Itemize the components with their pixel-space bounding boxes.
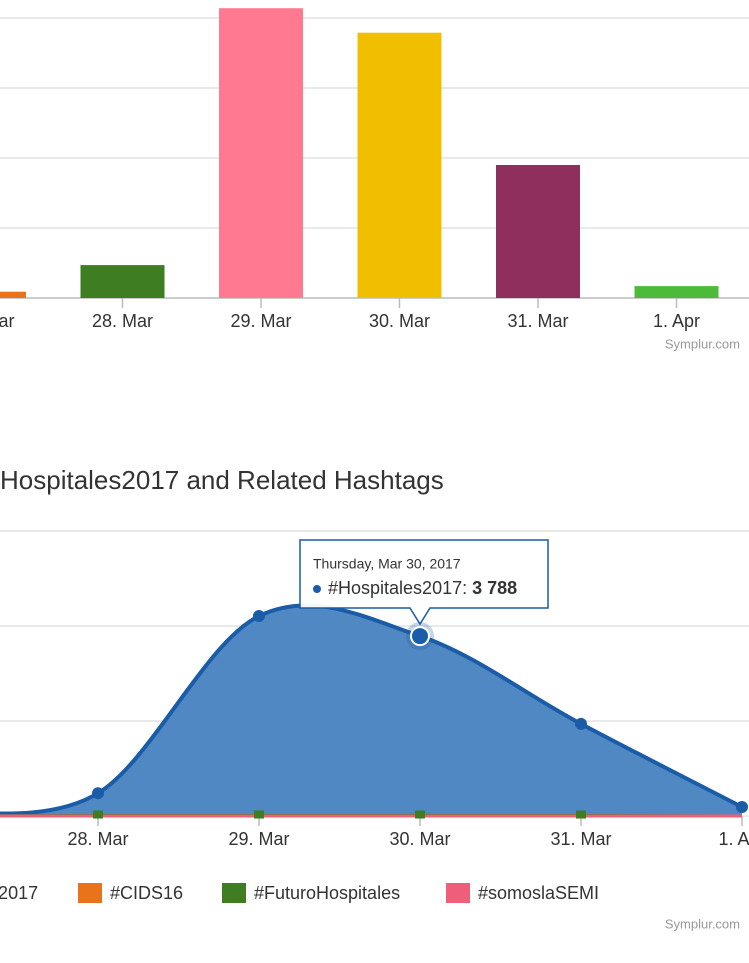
x-tick-label: 29. Mar bbox=[228, 829, 289, 849]
marker bbox=[576, 810, 586, 819]
bar bbox=[80, 265, 165, 298]
tooltip-bullet bbox=[313, 585, 321, 593]
x-tick-label: 30. Mar bbox=[389, 829, 450, 849]
marker bbox=[736, 800, 748, 813]
marker bbox=[254, 810, 264, 819]
credit: Symplur.com bbox=[665, 916, 740, 931]
chart-title: Hospitales2017 and Related Hashtags bbox=[0, 465, 444, 495]
x-tick-label: 31. Mar bbox=[550, 829, 611, 849]
marker bbox=[93, 810, 103, 819]
marker bbox=[92, 787, 104, 800]
tooltip: Thursday, Mar 30, 2017 #Hospitales2017: 3 … bbox=[299, 539, 549, 626]
credit: Symplur.com bbox=[665, 336, 740, 351]
marker bbox=[410, 626, 430, 647]
x-tick-label: 27. Mar bbox=[0, 311, 15, 331]
tooltip-header: Thursday, Mar 30, 2017 bbox=[313, 556, 461, 572]
legend-label: #CIDS16 bbox=[110, 883, 183, 903]
tooltip-text: #Hospitales2017: 3 788 bbox=[328, 578, 517, 598]
legend-symbol bbox=[222, 883, 246, 903]
legend-symbol bbox=[446, 883, 470, 903]
x-tick-label: 29. Mar bbox=[230, 311, 291, 331]
bar bbox=[496, 165, 580, 298]
legend-label: #FuturoHospitales bbox=[254, 883, 400, 903]
marker bbox=[253, 610, 265, 623]
x-tick-label: 28. Mar bbox=[67, 829, 128, 849]
bar bbox=[0, 291, 26, 298]
tooltip-box bbox=[299, 539, 549, 626]
x-tick-label: 1. Apr bbox=[653, 311, 700, 331]
bar bbox=[634, 286, 719, 298]
legend-symbol bbox=[78, 883, 102, 903]
bar bbox=[357, 32, 442, 298]
x-tick-label: 31. Mar bbox=[507, 311, 568, 331]
x-tick-label: 30. Mar bbox=[369, 311, 430, 331]
area bbox=[0, 605, 742, 816]
legend-label: #somoslaSEMI bbox=[478, 883, 599, 903]
marker bbox=[415, 810, 425, 819]
marker bbox=[575, 717, 587, 730]
x-tick-label: 1. Apr bbox=[718, 829, 749, 849]
tooltip-series: #Hospitales2017: bbox=[328, 578, 467, 598]
x-tick-label: 28. Mar bbox=[92, 311, 153, 331]
tooltip-value: 3 788 bbox=[472, 578, 517, 598]
legend-label: #Hospitales2017 bbox=[0, 883, 38, 903]
bar bbox=[219, 8, 303, 298]
